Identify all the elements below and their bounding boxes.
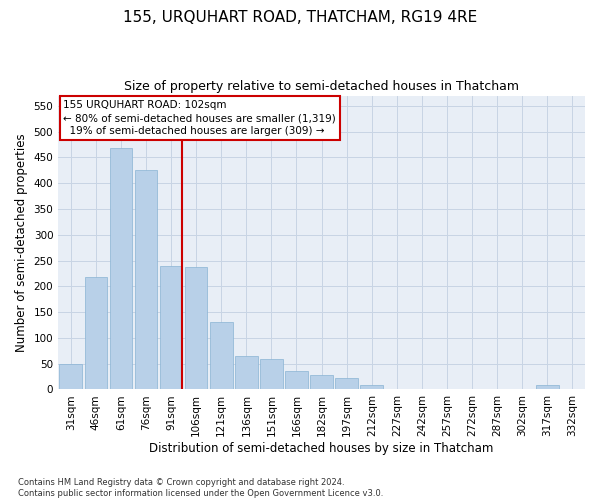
- Bar: [361, 386, 383, 390]
- Bar: [285, 372, 308, 390]
- Bar: [260, 358, 283, 390]
- Bar: [185, 266, 208, 390]
- Bar: [335, 378, 358, 390]
- Y-axis label: Number of semi-detached properties: Number of semi-detached properties: [15, 133, 28, 352]
- Bar: [310, 375, 333, 390]
- Title: Size of property relative to semi-detached houses in Thatcham: Size of property relative to semi-detach…: [124, 80, 519, 93]
- Bar: [235, 356, 257, 390]
- Bar: [59, 364, 82, 390]
- X-axis label: Distribution of semi-detached houses by size in Thatcham: Distribution of semi-detached houses by …: [149, 442, 494, 455]
- Bar: [85, 277, 107, 390]
- Bar: [110, 148, 132, 390]
- Bar: [210, 322, 233, 390]
- Text: 155, URQUHART ROAD, THATCHAM, RG19 4RE: 155, URQUHART ROAD, THATCHAM, RG19 4RE: [123, 10, 477, 25]
- Text: 155 URQUHART ROAD: 102sqm
← 80% of semi-detached houses are smaller (1,319)
  19: 155 URQUHART ROAD: 102sqm ← 80% of semi-…: [64, 100, 336, 136]
- Bar: [160, 266, 182, 390]
- Text: Contains HM Land Registry data © Crown copyright and database right 2024.
Contai: Contains HM Land Registry data © Crown c…: [18, 478, 383, 498]
- Bar: [134, 170, 157, 390]
- Bar: [536, 386, 559, 390]
